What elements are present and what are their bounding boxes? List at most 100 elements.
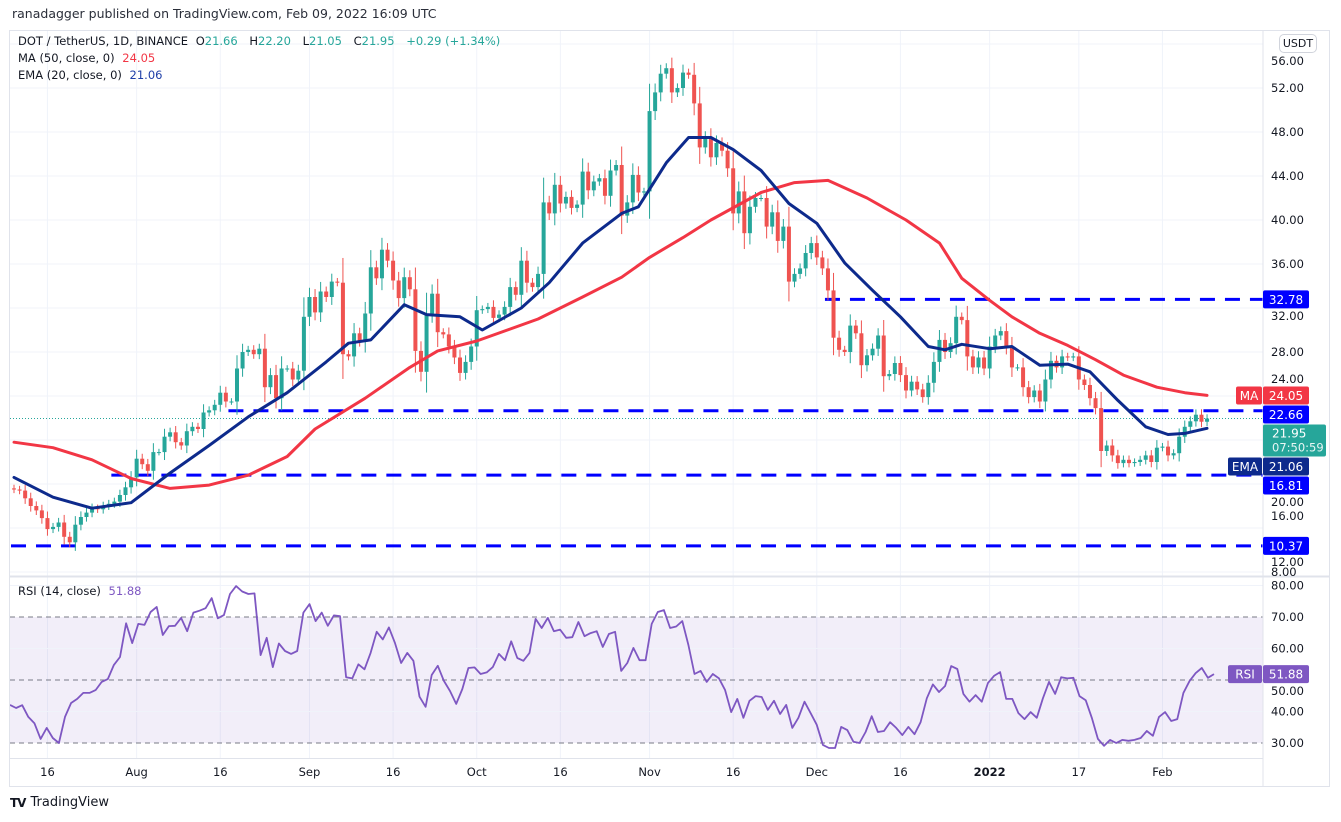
candle[interactable] — [195, 422, 200, 433]
candle[interactable] — [318, 281, 323, 322]
candle[interactable] — [1166, 440, 1171, 462]
candle[interactable] — [547, 195, 552, 220]
candle[interactable] — [1048, 351, 1053, 389]
candle[interactable] — [898, 356, 903, 383]
candle[interactable] — [1154, 440, 1159, 470]
candle[interactable] — [892, 356, 897, 381]
candle[interactable] — [881, 319, 886, 392]
candle[interactable] — [563, 191, 568, 209]
candle[interactable] — [184, 423, 189, 454]
candle[interactable] — [586, 162, 591, 200]
candle[interactable] — [1193, 409, 1198, 427]
candle[interactable] — [201, 404, 206, 438]
candle[interactable] — [430, 284, 435, 323]
candle[interactable] — [78, 511, 83, 531]
candle[interactable] — [1082, 374, 1087, 390]
candle[interactable] — [1060, 349, 1065, 374]
candle[interactable] — [1032, 385, 1037, 403]
ema-legend[interactable]: EMA (20, close, 0) 21.06 — [18, 68, 166, 82]
candle[interactable] — [1071, 352, 1076, 362]
candle[interactable] — [641, 187, 646, 197]
currency-button[interactable]: USDT — [1279, 34, 1317, 53]
candle[interactable] — [731, 151, 736, 231]
candle[interactable] — [708, 128, 713, 167]
candle[interactable] — [123, 481, 128, 501]
candle[interactable] — [162, 428, 167, 461]
candle[interactable] — [34, 501, 39, 516]
candle[interactable] — [335, 277, 340, 287]
candle[interactable] — [1132, 458, 1137, 467]
candle[interactable] — [391, 251, 396, 290]
candle[interactable] — [931, 352, 936, 393]
candle[interactable] — [653, 83, 658, 121]
candle[interactable] — [407, 270, 412, 297]
candle[interactable] — [1138, 455, 1143, 466]
candle[interactable] — [781, 219, 786, 249]
candle[interactable] — [814, 235, 819, 265]
candle[interactable] — [580, 158, 585, 218]
candle[interactable] — [296, 364, 301, 386]
candle[interactable] — [402, 267, 407, 308]
candle[interactable] — [1110, 439, 1115, 462]
candle[interactable] — [697, 86, 702, 164]
candle[interactable] — [937, 330, 942, 372]
candle[interactable] — [809, 236, 814, 260]
candle[interactable] — [959, 312, 964, 325]
candle[interactable] — [313, 289, 318, 321]
candle[interactable] — [156, 448, 161, 456]
candle[interactable] — [864, 349, 869, 372]
candle[interactable] — [374, 260, 379, 285]
candle[interactable] — [536, 266, 541, 295]
candle[interactable] — [619, 146, 624, 235]
candle[interactable] — [396, 271, 401, 307]
candle[interactable] — [324, 286, 329, 302]
candle[interactable] — [675, 83, 680, 98]
candle[interactable] — [1199, 409, 1204, 428]
candle[interactable] — [168, 427, 173, 442]
candle[interactable] — [307, 287, 312, 327]
candle[interactable] — [1160, 442, 1165, 452]
rsi-legend[interactable]: RSI (14, close) 51.88 — [18, 584, 145, 598]
candle[interactable] — [887, 370, 892, 381]
candle[interactable] — [998, 326, 1003, 341]
candle[interactable] — [340, 257, 345, 379]
candle[interactable] — [798, 263, 803, 279]
candle[interactable] — [23, 484, 28, 504]
candle[interactable] — [608, 159, 613, 207]
candle[interactable] — [485, 302, 490, 314]
candle[interactable] — [909, 375, 914, 397]
candle[interactable] — [636, 166, 641, 202]
candle[interactable] — [1093, 391, 1098, 415]
candle[interactable] — [67, 531, 72, 548]
candle[interactable] — [591, 175, 596, 197]
candle[interactable] — [218, 385, 223, 412]
candle[interactable] — [625, 195, 630, 223]
candle[interactable] — [530, 278, 535, 292]
candle[interactable] — [251, 345, 256, 359]
candle[interactable] — [28, 492, 33, 512]
candle[interactable] — [62, 514, 67, 545]
candle[interactable] — [424, 292, 429, 393]
candle[interactable] — [820, 250, 825, 275]
candle[interactable] — [915, 376, 920, 396]
candle[interactable] — [1188, 416, 1193, 432]
candle[interactable] — [145, 458, 150, 477]
candle[interactable] — [970, 349, 975, 374]
candle[interactable] — [268, 368, 273, 395]
candle[interactable] — [190, 422, 195, 436]
candle[interactable] — [831, 272, 836, 356]
candle[interactable] — [904, 367, 908, 399]
candle[interactable] — [1087, 377, 1092, 406]
candle[interactable] — [257, 343, 262, 360]
candle[interactable] — [876, 328, 881, 356]
candle[interactable] — [853, 319, 858, 339]
candle[interactable] — [413, 267, 418, 373]
candle[interactable] — [262, 333, 267, 403]
candle[interactable] — [223, 386, 228, 408]
candle[interactable] — [90, 503, 95, 518]
candle[interactable] — [279, 356, 284, 411]
footer-branding[interactable]: TV TradingView — [10, 795, 109, 810]
candle[interactable] — [368, 250, 373, 331]
candle[interactable] — [848, 314, 853, 364]
candle[interactable] — [357, 327, 362, 347]
